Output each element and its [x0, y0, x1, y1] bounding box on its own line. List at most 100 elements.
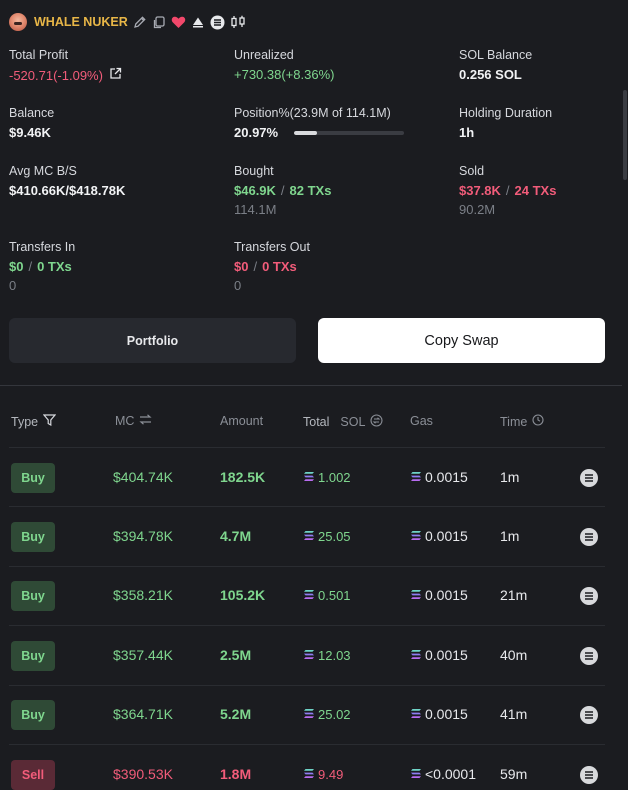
mc-header-label: MC	[115, 414, 135, 428]
scrollbar[interactable]	[622, 0, 628, 790]
wallet-name[interactable]: WHALE NUKER	[34, 15, 128, 29]
trade-amount: 4.7M	[220, 527, 252, 544]
trade-time: 21m	[500, 587, 528, 604]
avatar[interactable]	[9, 13, 27, 31]
avg-mc-label: Avg MC B/S	[9, 164, 77, 178]
trade-details-icon[interactable]	[580, 706, 598, 725]
holding-duration-label: Holding Duration	[459, 106, 553, 120]
triangle-icon[interactable]	[191, 15, 205, 29]
trade-gas-value: 0.0015	[425, 646, 468, 663]
trade-details-icon[interactable]	[580, 587, 598, 606]
transfers-in-label: Transfers In	[9, 240, 76, 254]
trade-type-badge: Buy	[11, 463, 55, 493]
clock-icon[interactable]	[532, 414, 544, 429]
copy-swap-button[interactable]: Copy Swap	[318, 318, 605, 363]
position-label: Position%(23.9M of 114.1M)	[234, 106, 391, 120]
sol-icon	[410, 587, 422, 603]
trade-details-icon[interactable]	[580, 766, 598, 784]
sol-icon	[303, 529, 315, 544]
transfers-out-value: $0 / 0 TXs	[234, 259, 310, 274]
unrealized-label: Unrealized	[234, 48, 294, 62]
trade-total: 0.501	[303, 588, 351, 603]
table-row[interactable]: Sell $390.53K 1.8M 9.49 <0.0001 59m	[9, 745, 605, 790]
edit-icon[interactable]	[133, 15, 147, 29]
gas-column-header: Gas	[410, 414, 433, 428]
table-row[interactable]: Buy $404.74K 182.5K 1.002 0.0015 1m	[9, 447, 605, 507]
sold-label: Sold	[459, 164, 485, 178]
candlestick-icon[interactable]	[230, 15, 246, 29]
trade-gas: 0.0015	[410, 528, 468, 544]
transfers-out-txs: 0 TXs	[262, 259, 297, 274]
portfolio-button[interactable]: Portfolio	[9, 318, 296, 363]
currency-toggle-icon[interactable]	[370, 414, 383, 430]
trade-total: 9.49	[303, 767, 343, 782]
trade-mc: $394.78K	[113, 527, 173, 544]
scrollbar-thumb[interactable]	[623, 90, 627, 180]
sold-value: $37.8K / 24 TXs	[459, 183, 556, 198]
copy-icon[interactable]	[152, 15, 166, 29]
table-row[interactable]: Buy $394.78K 4.7M 25.05 0.0015 1m	[9, 507, 605, 567]
type-header-label: Type	[11, 414, 39, 429]
menu-circle-icon[interactable]	[210, 15, 225, 30]
sol-icon	[410, 647, 422, 663]
sol-unit-label[interactable]: SOL	[340, 415, 366, 429]
trade-amount: 1.8M	[220, 766, 252, 782]
time-header-label: Time	[500, 414, 528, 429]
trade-time: 1m	[500, 469, 520, 485]
balance-value: $9.46K	[9, 125, 51, 140]
trade-total-value: 9.49	[318, 767, 344, 782]
external-link-icon[interactable]	[109, 67, 122, 83]
type-column-header[interactable]: Type	[11, 414, 57, 429]
bought-tokens: 114.1M	[234, 202, 277, 217]
time-column-header[interactable]: Time	[500, 414, 544, 429]
trade-details-icon[interactable]	[580, 646, 598, 665]
sold-separator: /	[505, 183, 510, 198]
trade-time: 1m	[500, 527, 520, 544]
trade-amount: 5.2M	[220, 706, 252, 723]
trade-mc: $404.74K	[113, 469, 173, 485]
bought-amount: $46.9K	[234, 183, 276, 198]
amount-column-header: Amount	[220, 414, 264, 428]
bought-label: Bought	[234, 164, 274, 178]
trade-total-value: 0.501	[318, 588, 351, 604]
trade-mc: $390.53K	[113, 766, 173, 782]
trade-details-icon[interactable]	[580, 527, 598, 546]
trade-time: 41m	[500, 706, 528, 723]
trade-type-badge: Buy	[11, 581, 55, 612]
trade-total: 25.05	[303, 529, 351, 544]
table-row[interactable]: Buy $357.44K 2.5M 12.03 0.0015 40m	[9, 626, 605, 686]
table-row[interactable]: Buy $364.71K 5.2M 25.02 0.0015 41m	[9, 685, 605, 746]
transfers-in-value: $0 / 0 TXs	[9, 259, 75, 274]
trade-total-value: 12.03	[318, 647, 351, 663]
trade-type-badge: Buy	[11, 700, 55, 731]
bought-separator: /	[280, 183, 285, 198]
sol-balance-label: SOL Balance	[459, 48, 533, 62]
trade-amount: 182.5K	[220, 469, 266, 485]
mc-column-header[interactable]: MC	[115, 414, 153, 428]
position-progress-bar	[294, 130, 405, 135]
trade-total: 25.02	[303, 707, 351, 722]
swap-arrows-icon[interactable]	[139, 414, 153, 428]
section-divider	[0, 385, 622, 386]
bought-stat: Bought $46.9K / 82 TXs 114.1M	[234, 164, 331, 217]
sol-icon	[410, 469, 422, 485]
table-row[interactable]: Buy $358.21K 105.2K 0.501 0.0015 21m	[9, 566, 605, 627]
trade-gas-value: 0.0015	[425, 527, 468, 544]
sol-balance-value: 0.256 SOL	[459, 67, 522, 82]
bought-value: $46.9K / 82 TXs	[234, 183, 331, 198]
trade-mc: $364.71K	[113, 706, 173, 723]
transfers-in-tokens: 0	[9, 278, 17, 293]
heart-icon[interactable]	[171, 15, 186, 29]
transfers-out-label: Transfers Out	[234, 240, 310, 254]
trade-gas: 0.0015	[410, 647, 468, 663]
filter-icon[interactable]	[42, 414, 57, 429]
transfers-in-separator: /	[28, 259, 33, 274]
avg-mc-stat: Avg MC B/S $410.66K/$418.78K	[9, 164, 125, 198]
trade-gas: 0.0015	[410, 706, 468, 722]
trade-time: 40m	[500, 646, 528, 663]
sol-icon	[303, 588, 315, 603]
transfers-in-txs: 0 TXs	[37, 259, 72, 274]
total-profit-value: -520.71(-1.09%)	[9, 67, 122, 83]
sol-icon	[410, 706, 422, 722]
trade-details-icon[interactable]	[580, 469, 598, 487]
